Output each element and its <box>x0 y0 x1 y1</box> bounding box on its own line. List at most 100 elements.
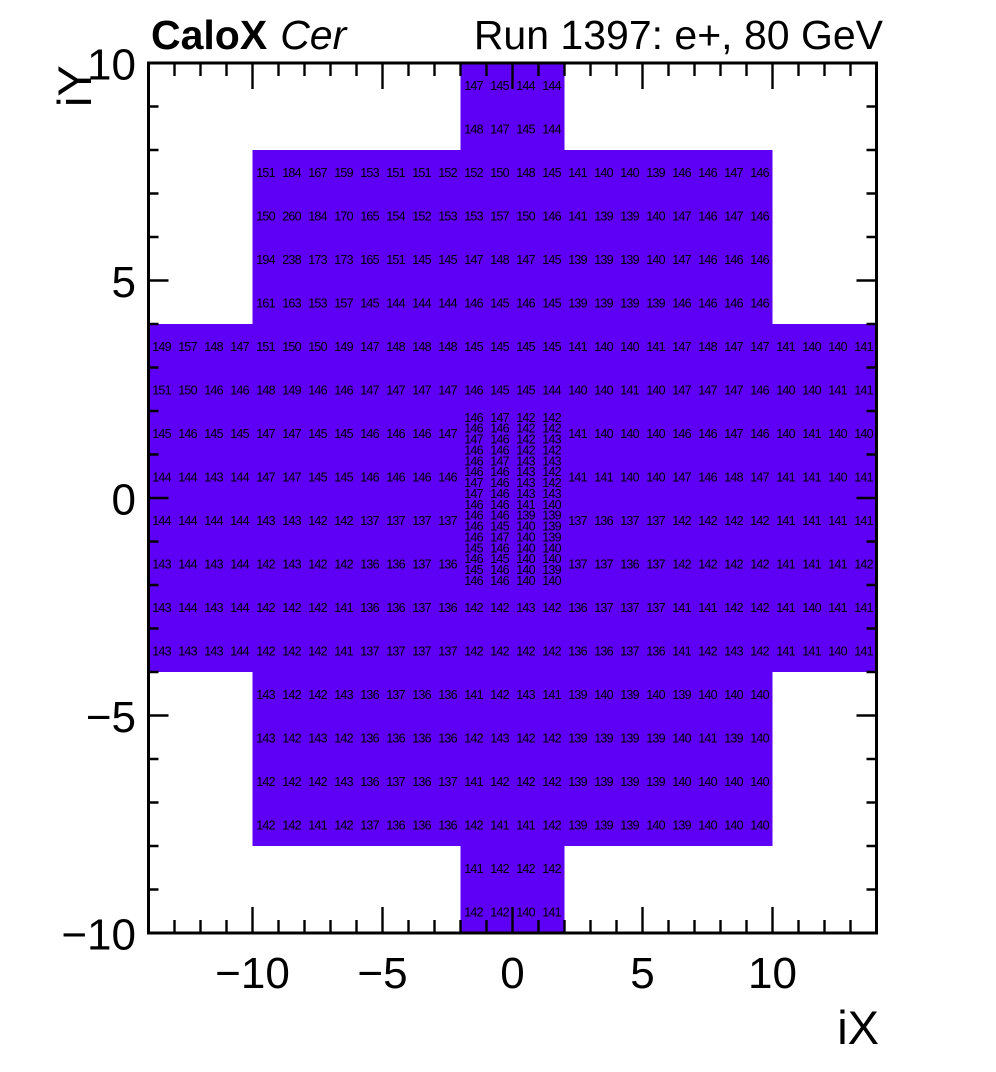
svg-text:141: 141 <box>698 732 717 746</box>
svg-text:141: 141 <box>776 601 795 615</box>
svg-text:194: 194 <box>256 253 275 267</box>
svg-text:146: 146 <box>204 384 223 398</box>
svg-text:142: 142 <box>464 601 483 615</box>
svg-text:144: 144 <box>230 558 249 572</box>
svg-text:141: 141 <box>776 645 795 659</box>
svg-text:142: 142 <box>516 433 535 447</box>
svg-text:141: 141 <box>828 601 847 615</box>
svg-text:142: 142 <box>308 775 327 789</box>
svg-text:142: 142 <box>334 558 353 572</box>
svg-text:142: 142 <box>490 775 509 789</box>
svg-text:148: 148 <box>438 340 457 354</box>
svg-text:148: 148 <box>464 123 483 137</box>
svg-text:142: 142 <box>282 819 301 833</box>
svg-text:145: 145 <box>490 384 509 398</box>
svg-text:140: 140 <box>568 384 587 398</box>
svg-text:137: 137 <box>438 514 457 528</box>
svg-text:141: 141 <box>490 819 509 833</box>
svg-text:146: 146 <box>672 166 691 180</box>
svg-text:152: 152 <box>464 166 483 180</box>
svg-text:153: 153 <box>438 210 457 224</box>
svg-text:149: 149 <box>152 340 171 354</box>
svg-text:165: 165 <box>360 210 379 224</box>
svg-text:142: 142 <box>256 558 275 572</box>
svg-text:141: 141 <box>802 558 821 572</box>
svg-text:150: 150 <box>308 340 327 354</box>
svg-text:139: 139 <box>724 732 743 746</box>
svg-text:137: 137 <box>620 645 639 659</box>
svg-text:142: 142 <box>854 558 873 572</box>
svg-text:144: 144 <box>516 79 535 93</box>
svg-text:−10: −10 <box>215 949 290 998</box>
svg-text:145: 145 <box>490 520 509 534</box>
svg-text:140: 140 <box>542 552 561 566</box>
svg-text:142: 142 <box>308 558 327 572</box>
svg-text:137: 137 <box>594 558 613 572</box>
svg-text:141: 141 <box>672 645 691 659</box>
svg-text:146: 146 <box>464 422 483 436</box>
svg-text:139: 139 <box>646 732 665 746</box>
svg-text:146: 146 <box>490 444 509 458</box>
svg-text:150: 150 <box>178 384 197 398</box>
svg-text:139: 139 <box>594 210 613 224</box>
svg-text:137: 137 <box>646 514 665 528</box>
svg-text:142: 142 <box>516 422 535 436</box>
svg-text:142: 142 <box>308 688 327 702</box>
svg-text:143: 143 <box>204 558 223 572</box>
svg-text:137: 137 <box>594 601 613 615</box>
svg-text:136: 136 <box>594 645 613 659</box>
svg-text:141: 141 <box>854 514 873 528</box>
svg-text:147: 147 <box>256 427 275 441</box>
svg-text:136: 136 <box>438 688 457 702</box>
svg-text:142: 142 <box>282 645 301 659</box>
svg-text:141: 141 <box>854 384 873 398</box>
svg-text:148: 148 <box>724 471 743 485</box>
svg-text:146: 146 <box>386 471 405 485</box>
svg-text:140: 140 <box>542 498 561 512</box>
svg-text:141: 141 <box>828 514 847 528</box>
svg-text:141: 141 <box>646 340 665 354</box>
svg-text:147: 147 <box>672 253 691 267</box>
svg-text:137: 137 <box>568 558 587 572</box>
svg-text:136: 136 <box>360 601 379 615</box>
svg-text:142: 142 <box>516 775 535 789</box>
svg-text:143: 143 <box>542 487 561 501</box>
svg-text:142: 142 <box>490 906 509 920</box>
svg-text:136: 136 <box>360 775 379 789</box>
svg-text:143: 143 <box>152 558 171 572</box>
svg-text:140: 140 <box>828 427 847 441</box>
svg-text:140: 140 <box>516 563 535 577</box>
svg-text:141: 141 <box>776 558 795 572</box>
svg-text:140: 140 <box>828 645 847 659</box>
svg-text:140: 140 <box>698 775 717 789</box>
svg-text:173: 173 <box>334 253 353 267</box>
svg-text:140: 140 <box>620 427 639 441</box>
svg-text:146: 146 <box>230 384 249 398</box>
svg-text:141: 141 <box>594 471 613 485</box>
svg-text:136: 136 <box>438 558 457 572</box>
svg-text:140: 140 <box>724 819 743 833</box>
svg-text:139: 139 <box>542 520 561 534</box>
svg-text:136: 136 <box>568 645 587 659</box>
svg-text:146: 146 <box>490 422 509 436</box>
svg-text:143: 143 <box>516 454 535 468</box>
svg-text:140: 140 <box>672 775 691 789</box>
svg-text:146: 146 <box>490 476 509 490</box>
svg-text:147: 147 <box>438 427 457 441</box>
svg-text:153: 153 <box>360 166 379 180</box>
svg-text:136: 136 <box>412 819 431 833</box>
svg-text:146: 146 <box>724 297 743 311</box>
svg-text:140: 140 <box>828 471 847 485</box>
svg-text:184: 184 <box>308 210 327 224</box>
svg-text:140: 140 <box>620 166 639 180</box>
svg-text:iX: iX <box>837 1001 879 1054</box>
svg-text:147: 147 <box>490 454 509 468</box>
svg-text:147: 147 <box>464 79 483 93</box>
svg-text:141: 141 <box>802 471 821 485</box>
svg-text:139: 139 <box>620 210 639 224</box>
svg-text:150: 150 <box>256 210 275 224</box>
svg-text:170: 170 <box>334 210 353 224</box>
svg-text:145: 145 <box>490 297 509 311</box>
svg-text:142: 142 <box>542 601 561 615</box>
svg-text:147: 147 <box>724 384 743 398</box>
